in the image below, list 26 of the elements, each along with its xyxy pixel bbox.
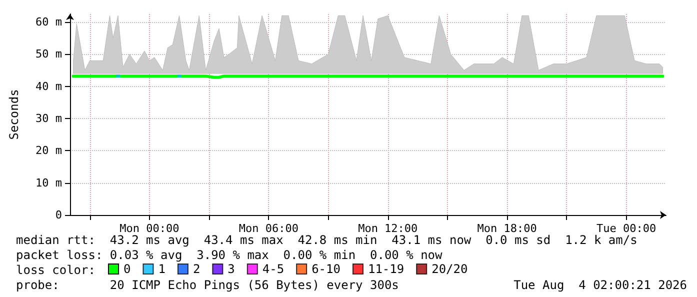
- legend-label: 0: [124, 262, 131, 276]
- y-axis-title: Seconds: [7, 89, 21, 140]
- legend-label: 11-19: [368, 262, 404, 276]
- legend-label: 1: [158, 262, 166, 276]
- y-tick-label: 60 m: [36, 16, 62, 29]
- x-tick-label: Mon 00:00: [120, 222, 180, 235]
- legend-label: 20/20: [432, 262, 468, 276]
- y-tick-label: 20 m: [36, 144, 62, 158]
- y-tick-label: 40 m: [36, 80, 62, 93]
- text: probe: 20 ICMP Echo Pings (56 Bytes) every 300s: [16, 278, 399, 292]
- x-tick-label: Mon 06:00: [238, 222, 298, 235]
- text: packet loss: 0.03 % avg 3.90 % max 0.00 % min 0.00 % now: [16, 248, 444, 262]
- legend-label: 2: [192, 262, 200, 276]
- y-tick-label: 0: [55, 208, 62, 222]
- y-tick-label: 10 m: [36, 176, 62, 190]
- text: Tue Aug 4 02:00:21 2026: [514, 278, 687, 292]
- legend-label: 6-10: [312, 262, 340, 276]
- legend-title: loss color:: [16, 263, 96, 277]
- x-tick-label: Mon 18:00: [477, 222, 537, 235]
- legend-label: 4-5: [262, 262, 284, 276]
- text: median rtt: 43.2 ms avg 43.4 ms max 42.8 ms min 43.1 ms now 0.0 ms sd 1.2 k am/s: [16, 233, 638, 247]
- y-tick-label: 30 m: [36, 112, 62, 126]
- legend-label: 3: [228, 262, 235, 276]
- x-tick-label: Mon 12:00: [358, 222, 418, 235]
- x-tick-label: Tue 00:00: [596, 222, 656, 235]
- y-tick-label: 50 m: [36, 48, 62, 61]
